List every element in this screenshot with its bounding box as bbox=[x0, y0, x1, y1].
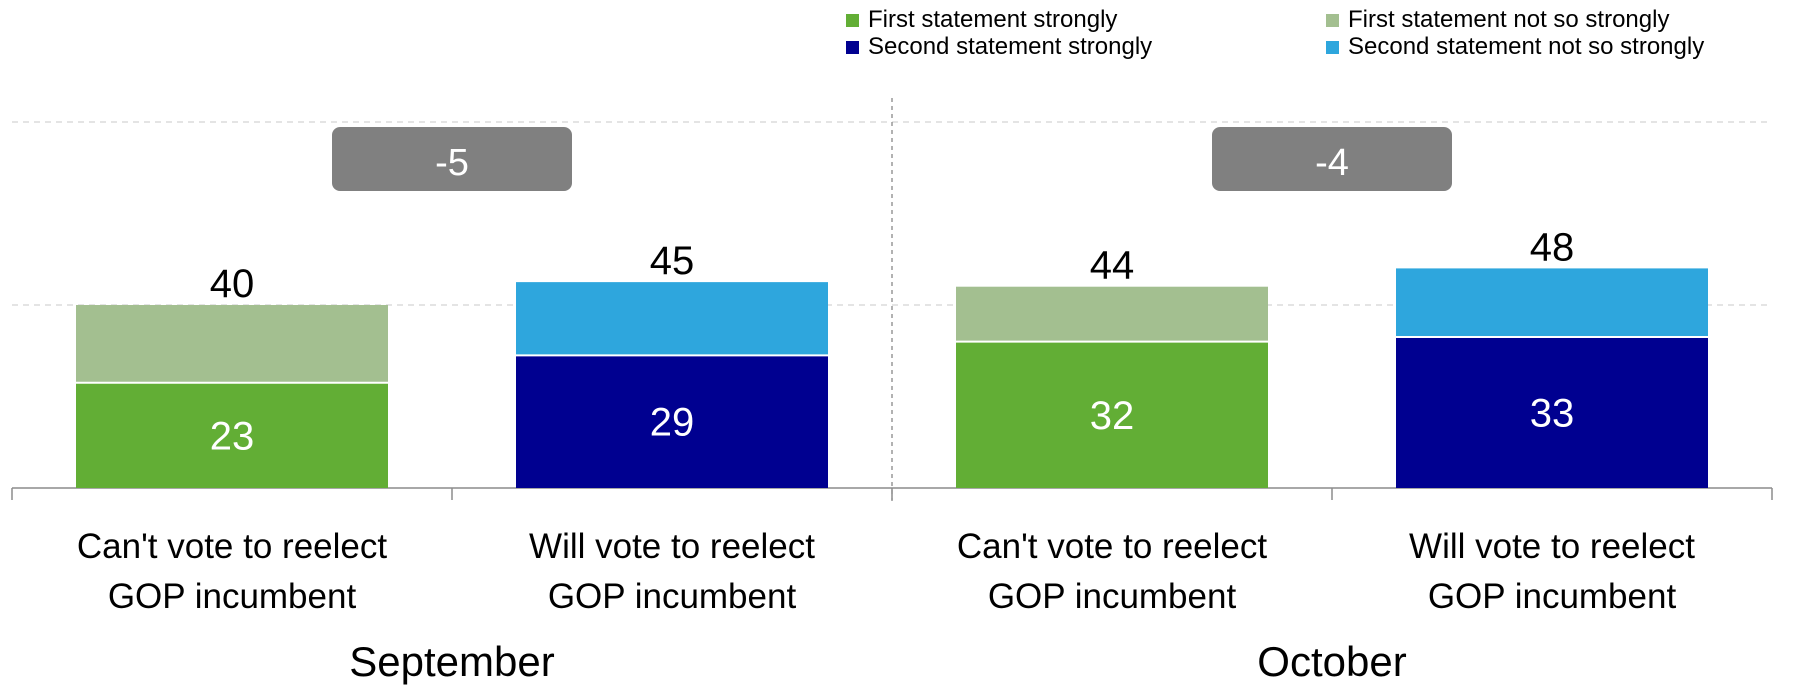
bar-label-total: 45 bbox=[650, 239, 695, 283]
legend-swatch-first-not-so-strongly bbox=[1326, 13, 1339, 27]
category-label: Can't vote to reelect bbox=[957, 527, 1267, 566]
legend-label-second-strongly: Second statement strongly bbox=[868, 33, 1153, 60]
legend-swatch-first-strongly bbox=[846, 13, 859, 27]
legend-item-second-not-so-strongly: Second statement not so strongly bbox=[1326, 34, 1704, 60]
legend-item-first-not-so-strongly: First statement not so strongly bbox=[1326, 7, 1669, 33]
bar-segment-strong bbox=[1396, 337, 1708, 488]
category-label: GOP incumbent bbox=[988, 577, 1237, 616]
bar-label-strong: 33 bbox=[1530, 392, 1575, 436]
legend-swatch-second-not-so-strongly bbox=[1326, 40, 1339, 54]
bar-label-total: 44 bbox=[1090, 244, 1135, 288]
bar-segment-not-so-strongly bbox=[516, 282, 828, 356]
bar-label-strong: 29 bbox=[650, 401, 695, 445]
bar-segment-strong bbox=[956, 341, 1268, 488]
category-label: Can't vote to reelect bbox=[77, 527, 387, 566]
group-label: October bbox=[1257, 638, 1406, 685]
bar-segment-not-so-strongly bbox=[956, 286, 1268, 342]
category-label: Will vote to reelect bbox=[1409, 527, 1695, 566]
category-label: GOP incumbent bbox=[1428, 577, 1677, 616]
difference-badge-label: -5 bbox=[435, 142, 469, 184]
difference-badge bbox=[1212, 127, 1452, 191]
bar-segment-strong bbox=[76, 382, 388, 488]
bar-label-total: 40 bbox=[210, 262, 255, 306]
bar-label-strong: 32 bbox=[1090, 394, 1135, 438]
group-label: September bbox=[349, 638, 554, 685]
legend-swatch-second-strongly bbox=[846, 40, 859, 54]
category-label: GOP incumbent bbox=[108, 577, 357, 616]
difference-badge-label: -4 bbox=[1315, 142, 1349, 184]
difference-badge bbox=[332, 127, 572, 191]
bar-segment-not-so-strongly bbox=[1396, 268, 1708, 338]
bar-segment-strong bbox=[516, 355, 828, 488]
category-label: Will vote to reelect bbox=[529, 527, 815, 566]
legend-label-first-not-so-strongly: First statement not so strongly bbox=[1348, 6, 1670, 33]
legend-label-first-strongly: First statement strongly bbox=[868, 6, 1118, 33]
bar-segment-not-so-strongly bbox=[76, 305, 388, 383]
legend-item-first-strongly: First statement strongly bbox=[846, 7, 1117, 33]
legend-item-second-strongly: Second statement strongly bbox=[846, 34, 1152, 60]
chart-legend: First statement strongly First statement… bbox=[846, 7, 1786, 63]
category-label: GOP incumbent bbox=[548, 577, 797, 616]
bar-label-strong: 23 bbox=[210, 414, 255, 458]
bar-label-total: 48 bbox=[1530, 225, 1575, 269]
legend-label-second-not-so-strongly: Second statement not so strongly bbox=[1348, 33, 1705, 60]
